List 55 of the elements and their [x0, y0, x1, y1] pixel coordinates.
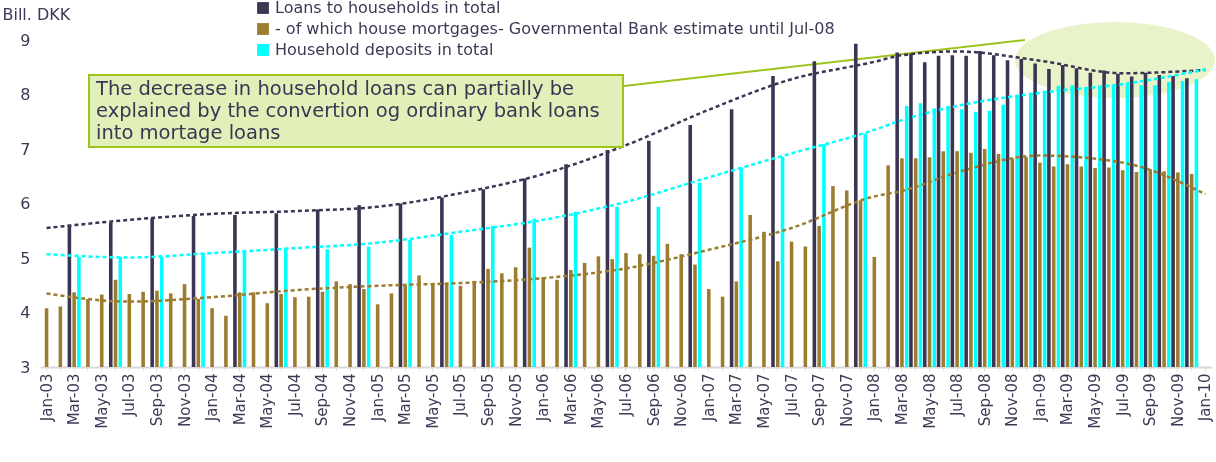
x-tick-label: Jul-05 [451, 373, 470, 418]
x-tick-label: Mar-03 [65, 373, 84, 426]
x-tick-label: Jul-07 [782, 373, 801, 418]
x-tick-label: May-03 [92, 373, 111, 429]
x-tick-label: Sep-09 [1141, 373, 1160, 427]
x-tick-label: Mar-08 [892, 373, 911, 426]
legend-label: Household deposits in total [275, 40, 494, 59]
x-tick-label: Nov-04 [341, 373, 360, 427]
x-tick-label: May-08 [920, 373, 939, 429]
x-tick-label: Nov-03 [175, 373, 194, 427]
x-tick-label: Jul-04 [285, 373, 304, 418]
y-tick-label: 6 [20, 194, 31, 213]
x-tick-label: May-06 [589, 373, 608, 429]
legend-label: Loans to households in total [275, 0, 501, 17]
y-tick-label: 3 [20, 357, 31, 377]
x-tick-label: Mar-04 [230, 373, 249, 426]
x-tick-label: Nov-09 [1168, 373, 1187, 427]
x-tick-label: Jan-04 [203, 373, 222, 423]
x-tick-label: Jan-07 [699, 373, 718, 423]
x-tick-label: May-04 [258, 373, 277, 429]
x-tick-label: May-07 [754, 373, 773, 429]
x-tick-label: Mar-07 [727, 373, 746, 426]
x-tick-label: Jul-03 [120, 373, 139, 418]
x-tick-label: Nov-05 [506, 373, 525, 427]
x-tick-label: Jan-08 [865, 373, 884, 423]
annotation: The decrease in household loans can partially be explained by the convertion og ordinary bank loans into mortage loans [88, 74, 624, 148]
x-tick-label: Nov-08 [1003, 373, 1022, 427]
x-tick-label: Nov-07 [837, 373, 856, 427]
x-tick-label: Jul-06 [617, 373, 635, 418]
y-tick-label: 5 [20, 248, 31, 268]
y-axis-title: Bill. DKK [2, 4, 71, 24]
x-tick-label: Nov-06 [672, 373, 691, 427]
x-tick-label: May-09 [1086, 373, 1105, 429]
x-tick-label: May-05 [423, 373, 442, 429]
x-tick-label: Jan-03 [37, 373, 56, 423]
x-tick-label: Jan-10 [1196, 373, 1215, 423]
x-tick-label: Mar-09 [1058, 373, 1077, 426]
x-tick-label: Mar-05 [396, 373, 415, 426]
x-tick-label: Jan-05 [368, 373, 387, 423]
x-tick-label: Jul-09 [1113, 373, 1132, 418]
x-tick-label: Sep-03 [147, 373, 166, 427]
y-tick-label: 7 [20, 139, 31, 159]
x-tick-label: Mar-06 [561, 373, 580, 426]
x-tick-label: Jul-08 [948, 373, 967, 418]
y-tick-label: 4 [20, 303, 31, 322]
x-tick-label: Jan-06 [534, 373, 553, 423]
x-tick-label: Sep-05 [479, 373, 498, 427]
legend-label: - of which house mortgages- Governmental Bank estimate until Jul-08 [275, 19, 835, 38]
x-tick-label: Sep-04 [313, 373, 332, 427]
y-tick-label: 9 [20, 30, 31, 50]
x-tick-label: Jan-09 [1030, 373, 1049, 423]
y-tick-label: 8 [20, 85, 31, 104]
x-tick-label: Sep-07 [810, 373, 829, 427]
x-tick-label: Sep-06 [644, 373, 663, 427]
x-tick-label: Sep-08 [975, 373, 994, 427]
